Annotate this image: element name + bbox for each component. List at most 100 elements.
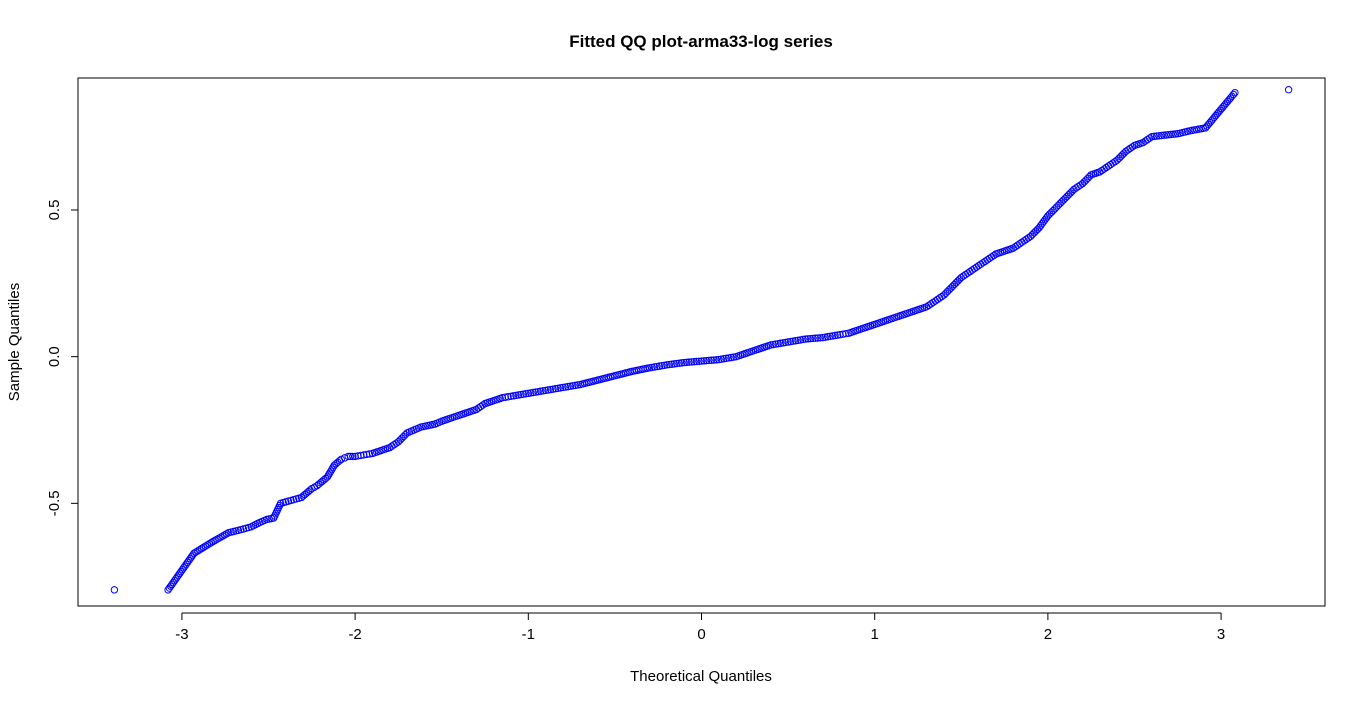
data-point [776,339,785,347]
data-point [197,544,206,553]
data-point [357,451,365,460]
data-point [207,538,215,547]
data-point [1162,131,1170,139]
data-point [360,451,368,459]
data-point [826,332,834,341]
x-tick-label: -3 [175,626,188,643]
y-tick-label: 0.5 [46,200,63,221]
data-point [786,337,795,346]
data-point [351,452,359,461]
data-point [680,358,688,367]
data-point [571,381,580,390]
data-point [501,393,509,401]
data-point [561,383,570,391]
data-point [772,340,780,348]
data-point [365,450,374,458]
data-point [199,543,208,552]
data-point [1164,131,1173,139]
data-points [110,86,1293,594]
data-point [712,356,721,364]
data-point [1157,131,1166,140]
plot-box [77,77,1326,607]
data-point [574,381,582,389]
data-point [327,467,335,475]
x-tick-label: 3 [1217,626,1225,643]
data-point [479,401,487,409]
data-point [1169,130,1177,138]
data-point [1155,132,1163,140]
data-point [791,337,800,345]
data-point [564,382,572,391]
data-point [831,331,839,340]
data-point [828,332,837,340]
data-point [687,358,696,366]
data-point [1160,131,1168,139]
data-point [685,358,693,366]
data-point [326,469,334,477]
data-point [166,582,175,590]
data-point [1167,130,1175,139]
data-point [176,569,184,578]
data-point [836,330,844,339]
data-point [566,382,575,390]
data-point [663,361,671,369]
data-point [816,334,824,342]
data-point [186,555,194,563]
data-point [804,335,812,343]
data-point [727,353,735,362]
data-point [337,455,345,464]
data-point [670,360,678,368]
data-point [349,452,357,461]
data-point [165,584,174,592]
data-point [779,339,787,347]
data-point [801,335,810,343]
data-point [1229,90,1238,99]
data-point [517,390,525,399]
data-point [546,385,555,394]
data-point [697,357,706,365]
data-point [660,361,669,369]
data-point [655,362,664,370]
y-tick-label: 0.0 [46,346,63,367]
data-point [539,387,547,395]
data-point [799,335,807,344]
data-point [170,577,179,585]
data-point [168,580,176,589]
data-point [323,473,332,481]
data-point [774,339,782,348]
data-point [344,452,352,461]
data-point [665,360,674,369]
x-tick-label: 1 [871,626,879,643]
data-point [527,389,535,397]
data-point [187,553,196,561]
data-point [196,545,204,554]
data-point [522,390,530,398]
data-point [796,336,805,344]
data-point [1150,132,1158,141]
data-point [823,333,832,341]
data-point [1145,134,1154,142]
data-point [556,384,565,392]
data-point [541,386,550,395]
data-point [668,360,676,368]
data-point [534,387,542,396]
data-point [185,556,193,565]
y-axis-label: Sample Quantiles [6,283,23,401]
data-point [354,452,362,460]
data-point [650,363,659,371]
data-point [789,337,797,345]
data-point [551,385,560,393]
data-point [549,385,557,393]
data-point [819,333,827,342]
x-tick-label: -2 [348,626,361,643]
data-point [814,334,822,342]
x-tick-label: 2 [1044,626,1052,643]
data-point [182,560,190,568]
data-point [183,558,192,567]
x-tick-label: 0 [697,626,705,643]
data-point [173,573,181,581]
data-point [192,548,200,556]
data-point [524,389,533,398]
data-point [532,388,540,396]
